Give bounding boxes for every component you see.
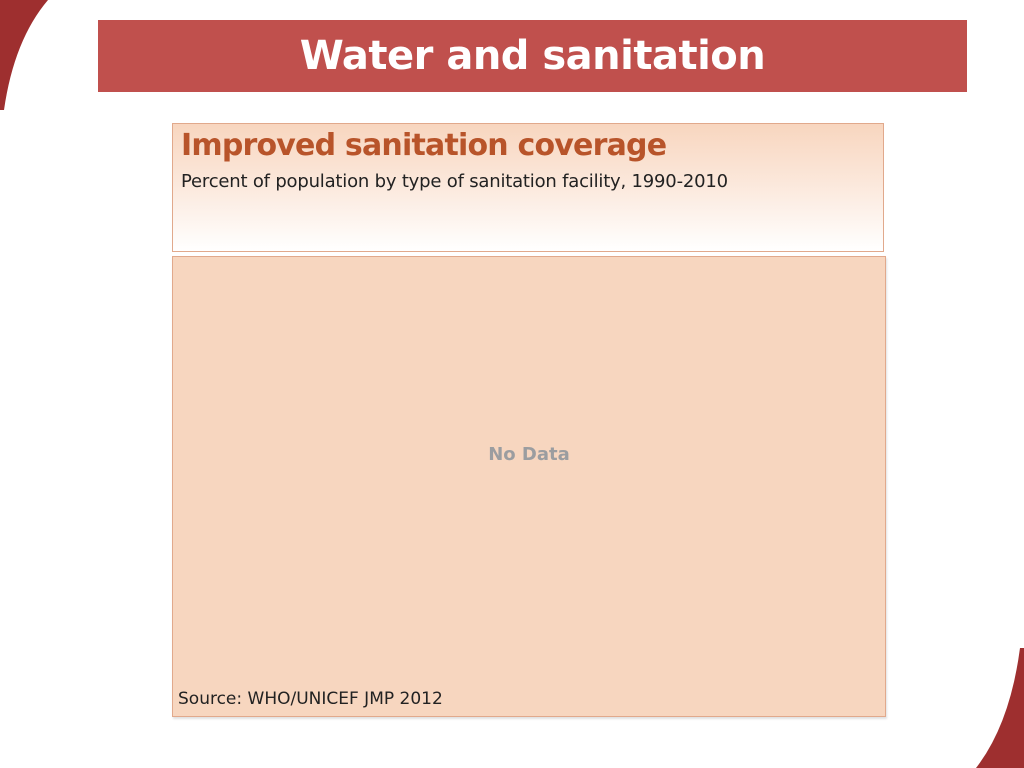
chart-area: No Data Source: WHO/UNICEF JMP 2012 — [172, 256, 886, 717]
no-data-label: No Data — [488, 444, 570, 465]
corner-decoration-bottom-right — [976, 648, 1024, 768]
slide-title: Water and sanitation — [299, 33, 766, 79]
slide-title-bar: Water and sanitation — [98, 20, 967, 92]
chart-title: Improved sanitation coverage — [181, 128, 667, 163]
chart-header-panel: Improved sanitation coverage Percent of … — [172, 123, 884, 252]
corner-decoration-top-left — [0, 0, 48, 110]
chart-subtitle: Percent of population by type of sanitat… — [181, 171, 728, 192]
chart-source-note: Source: WHO/UNICEF JMP 2012 — [178, 689, 443, 709]
